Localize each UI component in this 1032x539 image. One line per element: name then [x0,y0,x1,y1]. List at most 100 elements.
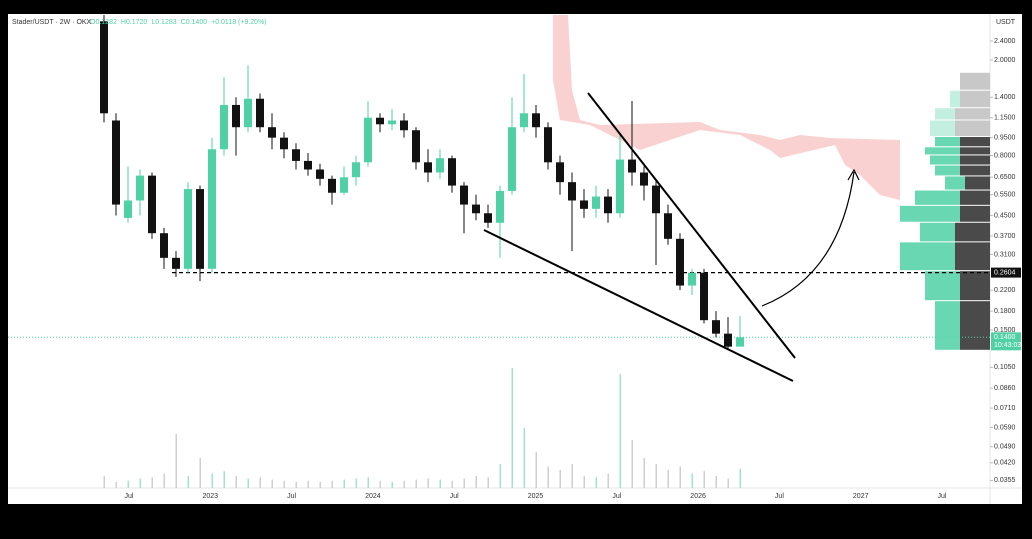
candle-body [208,149,216,269]
volume-bar [319,482,321,488]
candle-body [268,127,276,138]
volume-bar [703,471,705,488]
volume-bar [163,473,165,488]
volume-bar [583,476,585,488]
candle-body [460,185,468,205]
candle-body [688,272,696,286]
volume-bar [559,470,561,488]
volume-bar [127,480,129,488]
volume-bar [139,478,141,488]
profile-down [960,72,990,90]
y-tick-label: 2.0000 [994,57,1016,64]
candle-body [172,257,180,269]
y-tick-label: 0.0710 [994,405,1016,412]
candle-body [652,185,660,214]
volume-bar [727,478,729,488]
volume-bar [643,458,645,488]
candle-body [472,204,480,214]
candle-body [196,189,204,269]
candle-body [664,213,672,239]
volume-bar [247,478,249,488]
y-tick-label: 0.0420 [994,460,1016,467]
candle-body [628,159,636,173]
ohlc-value: +0.0118 (+9.20%) [211,19,267,26]
y-tick-label: 0.4500 [994,212,1016,219]
x-tick-label: 2023 [203,493,219,500]
candle-body [316,169,324,179]
chart-background [8,14,1022,504]
candle-body [400,120,408,131]
volume-bar [331,480,333,488]
volume-bar [631,440,633,488]
volume-bar [463,478,465,488]
y-tick-label: 0.6500 [994,174,1016,181]
candle-body [484,213,492,223]
volume-bar [295,482,297,488]
volume-bar [715,476,717,488]
y-tick-label: 0.0860 [994,385,1016,392]
profile-up [950,90,960,108]
candle-body [448,158,456,186]
profile-up [925,147,960,155]
ohlc-value: H0.1720 [121,19,148,26]
y-tick-label: 0.0490 [994,444,1016,451]
candle-body [184,189,192,269]
x-tick-label: 2026 [690,493,706,500]
volume-bar [259,477,261,488]
candle-body [508,127,516,191]
candle-body [424,162,432,173]
candle-body [364,117,372,163]
candle-body [340,177,348,193]
volume-bar [391,482,393,488]
candle-body [352,162,360,178]
profile-up [930,120,955,136]
countdown: 10:43:03 [994,342,1021,349]
volume-bar [151,477,153,488]
volume-bar [571,464,573,488]
candle-body [280,137,288,150]
last-price-label: 0.1400 [994,334,1016,341]
ohlc-value: L0.1283 [151,19,176,26]
level-label-box [991,267,1021,278]
volume-bar [619,374,621,488]
candle-body [712,320,720,334]
profile-down [960,205,990,222]
volume-bar [487,477,489,488]
last-price-box [991,332,1021,351]
profile-down [960,136,990,147]
ohlc: O0.1282 H0.1720 L0.1283 C0.1400 +0.0118 (+9.… [90,19,267,26]
candle-body [676,238,684,286]
volume-bar [223,471,225,488]
volume-bar [367,477,369,488]
profile-up [900,205,960,222]
x-tick-label: Jul [612,493,621,500]
x-tick-label: Jul [125,493,134,500]
volume-bar [511,368,513,488]
candle-body [436,158,444,173]
candle-body [376,117,384,125]
candle-body [220,104,228,150]
candle-body [112,120,120,205]
volume-bar [595,477,597,488]
candle-body [724,333,732,347]
y-tick-label: 0.9500 [994,134,1016,141]
profile-up [930,155,960,165]
candle-body [544,127,552,163]
x-tick-label: Jul [775,493,784,500]
candle-body [100,21,108,114]
candle-body [136,175,144,201]
volume-bar [307,480,309,488]
volume-bar [667,470,669,488]
candle-body [592,196,600,209]
volume-bar [679,466,681,488]
profile-up [935,301,960,350]
volume-bar [115,482,117,488]
volume-bar [355,478,357,488]
y-tick-label: 0.1800 [994,308,1016,315]
profile-down [955,222,990,242]
axis-unit: USDT [996,19,1016,26]
profile-down [960,301,990,350]
volume-bar [499,464,501,488]
